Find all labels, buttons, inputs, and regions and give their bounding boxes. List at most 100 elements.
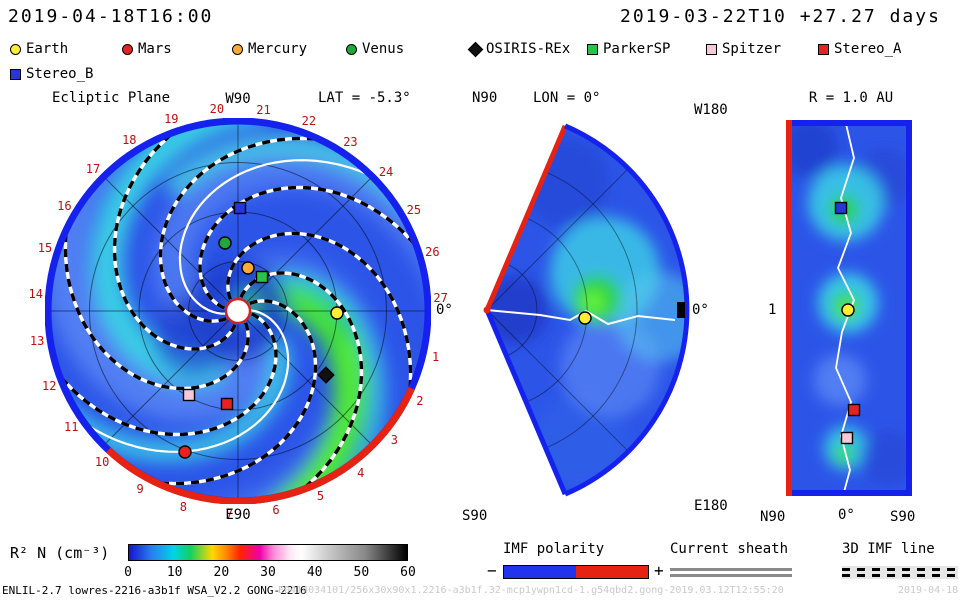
- ecliptic-plane-heatmap: [45, 118, 431, 504]
- one-au-map-heatmap: [786, 120, 912, 496]
- run-info: ENLIL-2.7 lowres-2216-a3b1f WSA_V2.2 GON…: [2, 584, 307, 597]
- marker-earth: [578, 311, 592, 325]
- marker-mars: [178, 445, 192, 459]
- ring-day-label: 13: [29, 333, 45, 348]
- ring-day-label: 1: [432, 350, 440, 365]
- legend-item-parkersp: ParkerSP: [587, 41, 670, 57]
- legend-label-earth: Earth: [26, 41, 69, 57]
- right-xtick-s90: S90: [890, 509, 916, 525]
- start-time-elapsed: 2019-03-22T10 +27.27 days: [620, 6, 941, 27]
- colorbar-tick: 30: [260, 565, 276, 580]
- n90-label: N90: [472, 90, 498, 106]
- ring-day-label: 6: [272, 503, 280, 518]
- r-1au-tick: 1: [768, 302, 777, 318]
- legend-item-earth: Earth: [10, 41, 68, 57]
- e180-label: E180: [694, 498, 728, 514]
- imf-negative-swatch: [504, 566, 576, 578]
- sun-icon: [224, 297, 252, 325]
- w180-label: W180: [694, 102, 728, 118]
- imf-positive-boundary: [106, 386, 415, 504]
- marker-earth: [330, 306, 344, 320]
- mercury-marker-icon: [232, 43, 243, 55]
- legend-label-spitzer: Spitzer: [722, 41, 782, 57]
- legend-label-mars: Mars: [138, 41, 172, 57]
- spitzer-marker-icon: [706, 43, 717, 55]
- imf-line-sample: [842, 566, 958, 579]
- legend-label-parkersp: ParkerSP: [603, 41, 671, 57]
- imf-minus-sign: −: [487, 561, 497, 580]
- density-art: [487, 137, 687, 490]
- ring-day-label: 14: [28, 286, 43, 301]
- equator-tick: [677, 302, 685, 318]
- marker-osiris_rex: [317, 366, 335, 384]
- w90-label: W90: [225, 91, 251, 107]
- imf-polarity-bar: [503, 565, 649, 579]
- colorbar-tick: 60: [400, 565, 416, 580]
- meridional-grid: [487, 168, 638, 452]
- legend-label-stereo-a: Stereo_A: [834, 41, 902, 57]
- stereo-a-marker-icon: [818, 43, 829, 55]
- current-sheet-line: [487, 309, 676, 326]
- imf-dash-line: [842, 574, 958, 577]
- current-sheath-sample: [670, 568, 792, 577]
- imf-plus-sign: +: [654, 561, 664, 580]
- marker-earth: [841, 303, 855, 317]
- legend-item-mercury: Mercury: [232, 41, 307, 57]
- imf-positive-swatch: [576, 566, 648, 578]
- parkersp-marker-icon: [587, 43, 598, 55]
- density-colorbar: [128, 544, 408, 561]
- middle-zero-deg-label: 0°: [692, 302, 709, 318]
- earth-marker-icon: [10, 43, 21, 55]
- sheath-line: [670, 568, 792, 571]
- marker-parkersp: [255, 270, 269, 284]
- stereo-b-marker-icon: [10, 68, 21, 80]
- marker-spitzer: [840, 431, 854, 445]
- imf-line-label: 3D IMF line: [842, 541, 935, 557]
- imf-polarity-label: IMF polarity: [503, 541, 605, 557]
- imf-dash-line: [842, 568, 958, 571]
- date-stamp: 2019-04-18: [898, 585, 959, 596]
- colorbar-ticks: 0 10 20 30 40 50 60: [0, 565, 960, 581]
- current-time: 2019-04-18T16:00: [8, 6, 214, 27]
- lon-label: LON = 0°: [533, 90, 601, 106]
- marker-spitzer: [182, 388, 196, 402]
- colorbar-tick: 0: [124, 565, 132, 580]
- right-xtick-zero: 0°: [838, 507, 855, 523]
- colorbar-label: R² N (cm⁻³): [10, 544, 110, 562]
- current-sheath-label: Current sheath: [670, 541, 789, 557]
- legend-item-osiris-rex: OSIRIS-REx: [467, 41, 571, 57]
- marker-stereo_b: [233, 201, 247, 215]
- colorbar-tick: 10: [166, 565, 183, 580]
- sheath-line: [670, 574, 792, 577]
- lat-label: LAT = -5.3°: [318, 90, 411, 106]
- imf-negative-boundary: [564, 123, 690, 497]
- legend-label-stereo-b: Stereo_B: [26, 66, 94, 82]
- venus-marker-icon: [346, 43, 357, 55]
- sun-icon: [483, 306, 491, 314]
- left-panel-title: Ecliptic Plane: [52, 90, 171, 106]
- meridional-plane-heatmap: [483, 123, 690, 497]
- colorbar-tick: 20: [213, 565, 230, 580]
- imf-positive-boundary: [484, 124, 568, 311]
- mars-marker-icon: [122, 43, 133, 55]
- marker-stereo_a: [847, 403, 861, 417]
- legend-label-mercury: Mercury: [248, 41, 308, 57]
- right-panel-title: R = 1.0 AU: [808, 90, 894, 106]
- legend-label-venus: Venus: [362, 41, 405, 57]
- marker-venus: [218, 236, 232, 250]
- legend-label-osiris-rex: OSIRIS-REx: [486, 41, 571, 57]
- s90-label: S90: [462, 508, 488, 524]
- legend-item-mars: Mars: [122, 41, 172, 57]
- legend-item-stereo-a: Stereo_A: [818, 41, 901, 57]
- imf-negative-boundary: [484, 309, 568, 496]
- e90-label: E90: [225, 507, 251, 523]
- watermark-text: E0414034101/256x30x90x1.2216-a3b1f.32-mc…: [278, 585, 784, 596]
- colorbar-tick: 40: [306, 565, 323, 580]
- marker-mercury: [241, 261, 255, 275]
- right-xtick-n90: N90: [760, 509, 786, 525]
- legend-item-stereo-b: Stereo_B: [10, 66, 93, 82]
- marker-stereo_b: [834, 201, 848, 215]
- legend-item-spitzer: Spitzer: [706, 41, 781, 57]
- marker-stereo_a: [220, 397, 234, 411]
